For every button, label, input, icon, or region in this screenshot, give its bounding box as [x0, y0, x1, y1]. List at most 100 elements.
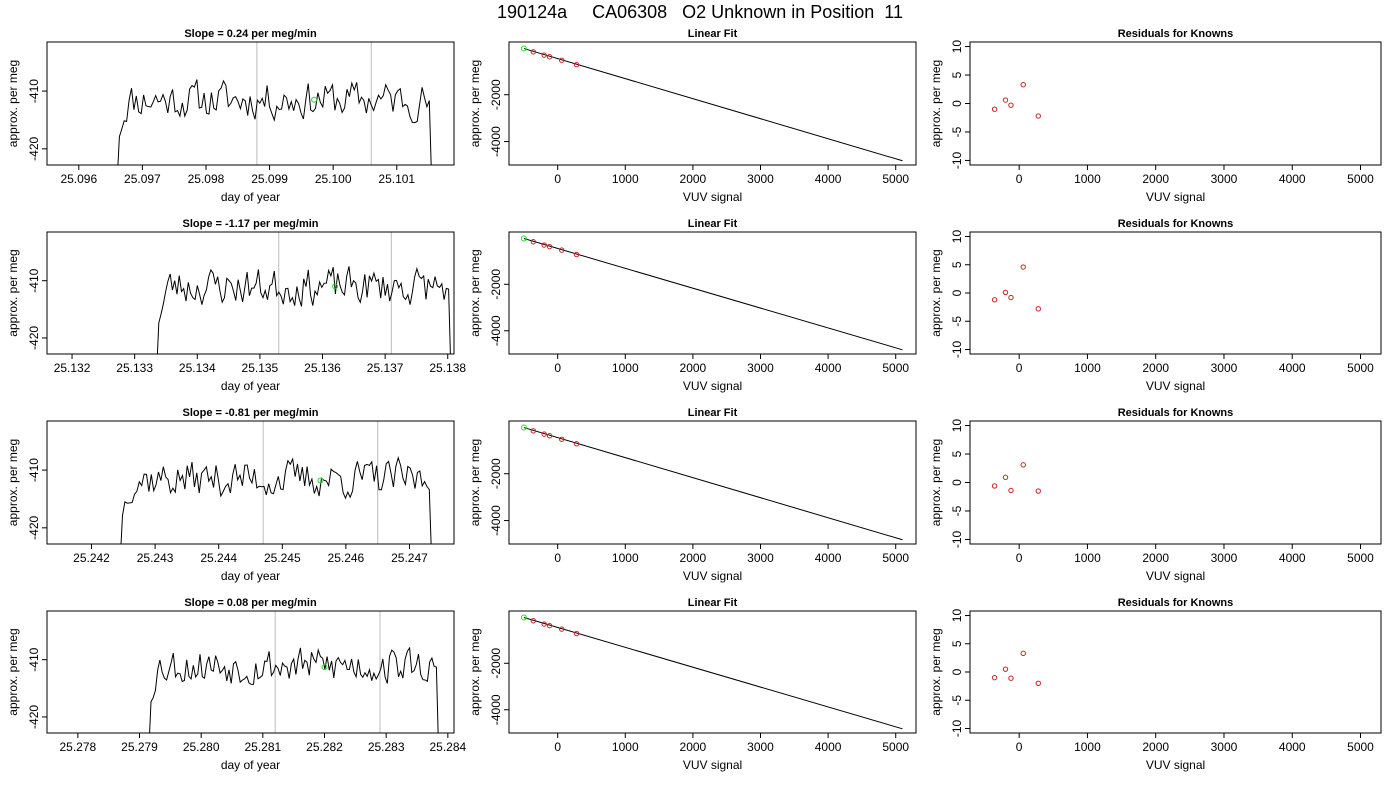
x-tick-label: 2000 [1142, 740, 1169, 754]
data-point [541, 431, 547, 437]
x-tick-label: 4000 [1279, 361, 1306, 375]
x-tick-label: 2000 [680, 551, 707, 565]
x-tick-label: 4000 [1279, 172, 1306, 186]
x-tick-label: 25.137 [367, 361, 404, 375]
y-tick-label: -10 [950, 719, 964, 737]
y-tick-label: -4000 [489, 315, 503, 346]
panel-r4-c1: Slope = 0.08 per meg/min 25.278 25.279 25.2… [6, 597, 467, 772]
x-tick-label: 25.098 [188, 172, 225, 186]
panel-r4-c2: Linear Fit 0 1000 2000 3000 4000 5000 -2000 -400… [468, 597, 917, 772]
x-tick-label: 25.283 [368, 740, 405, 754]
x-tick-label: 2000 [680, 172, 707, 186]
y-tick-label: -420 [27, 705, 41, 729]
x-tick-label: 3000 [1211, 740, 1238, 754]
x-axis-label: VUV signal [1146, 758, 1205, 772]
x-tick-label: 25.243 [137, 551, 174, 565]
data-point [559, 57, 565, 63]
panel-title: Linear Fit [688, 407, 738, 419]
highlight-point [332, 283, 339, 290]
y-tick-label: -420 [27, 326, 41, 350]
x-tick-label: 3000 [1211, 361, 1238, 375]
plot-area [520, 424, 903, 541]
data-point [1008, 675, 1014, 681]
x-tick-label: 0 [554, 740, 561, 754]
data-point [541, 52, 547, 58]
plot-frame [46, 610, 455, 734]
panel-title: Linear Fit [688, 597, 738, 609]
x-tick-label: 25.245 [264, 551, 301, 565]
x-tick-label: 25.101 [378, 172, 415, 186]
x-tick-label: 1000 [1074, 740, 1101, 754]
x-tick-label: 4000 [1279, 740, 1306, 754]
x-tick-label: 4000 [815, 172, 842, 186]
x-tick-label: 5000 [882, 361, 909, 375]
y-tick-label: -5 [950, 505, 964, 516]
plot-area [991, 462, 1041, 494]
y-axis-label: approx. per meg [468, 249, 482, 336]
highlight-point [520, 235, 527, 242]
plot-area [117, 42, 432, 165]
data-point [530, 618, 537, 624]
y-tick-label: 10 [950, 609, 964, 623]
x-axis-label: VUV signal [683, 758, 742, 772]
y-tick-label: -410 [27, 79, 41, 103]
data-point [1035, 306, 1041, 312]
data-point [1035, 113, 1041, 119]
plot-area [991, 650, 1041, 686]
panel-title: Residuals for Knowns [1118, 597, 1234, 609]
data-point [1035, 488, 1041, 494]
y-tick-label: -2000 [489, 458, 503, 489]
y-tick-label: -420 [27, 137, 41, 161]
y-tick-label: -4000 [489, 126, 503, 157]
y-tick-label: 0 [950, 289, 964, 296]
panel-r4-c3: Residuals for Knowns 0 1000 2000 3000 4000 500… [929, 597, 1382, 772]
x-tick-label: 25.279 [121, 740, 158, 754]
x-tick-label: 3000 [747, 361, 774, 375]
y-tick-label: -4000 [489, 694, 503, 725]
x-tick-label: 3000 [1211, 551, 1238, 565]
data-point [559, 436, 565, 442]
y-tick-label: -410 [27, 268, 41, 292]
x-tick-label: 25.282 [306, 740, 343, 754]
x-tick-label: 3000 [747, 551, 774, 565]
plot-frame [46, 420, 455, 545]
y-tick-label: -10 [950, 530, 964, 548]
x-tick-label: 25.136 [304, 361, 341, 375]
x-tick-label: 25.281 [244, 740, 281, 754]
panel-r2-c2: Linear Fit 0 1000 2000 3000 4000 5000 -2000 -400… [468, 218, 917, 393]
panel-title: Slope = 0.08 per meg/min [184, 597, 317, 609]
data-point [1002, 289, 1009, 296]
x-axis-label: VUV signal [683, 379, 742, 393]
y-axis-label: approx. per meg [6, 628, 20, 715]
x-tick-label: 2000 [1142, 361, 1169, 375]
data-point [546, 433, 553, 439]
x-tick-label: 25.242 [73, 551, 110, 565]
plot-area [120, 421, 432, 544]
x-tick-label: 4000 [815, 551, 842, 565]
x-axis-label: VUV signal [1146, 190, 1205, 204]
data-point [1002, 474, 1009, 481]
plot-area [520, 235, 903, 351]
panel-r2-c3: Residuals for Knowns 0 1000 2000 3000 4000 500… [929, 218, 1382, 393]
highlight-point [520, 424, 527, 431]
data-point [1020, 264, 1026, 270]
x-tick-label: 25.280 [183, 740, 220, 754]
x-tick-label: 25.247 [391, 551, 428, 565]
plot-frame [46, 41, 455, 166]
y-axis-label: approx. per meg [468, 439, 482, 526]
y-axis-label: approx. per meg [6, 439, 20, 526]
data-point [1020, 650, 1026, 657]
data-point [1020, 462, 1026, 468]
fit-line [523, 48, 903, 162]
panel-title: Slope = -1.17 per meg/min [182, 218, 318, 230]
x-tick-label: 4000 [1279, 551, 1306, 565]
y-tick-label: -5 [950, 316, 964, 327]
plot-area [991, 82, 1041, 119]
data-point [541, 621, 547, 627]
x-tick-label: 4000 [815, 740, 842, 754]
x-tick-label: 25.284 [429, 740, 466, 754]
data-point [530, 239, 537, 245]
data-point [546, 622, 553, 629]
x-tick-label: 2000 [1142, 172, 1169, 186]
